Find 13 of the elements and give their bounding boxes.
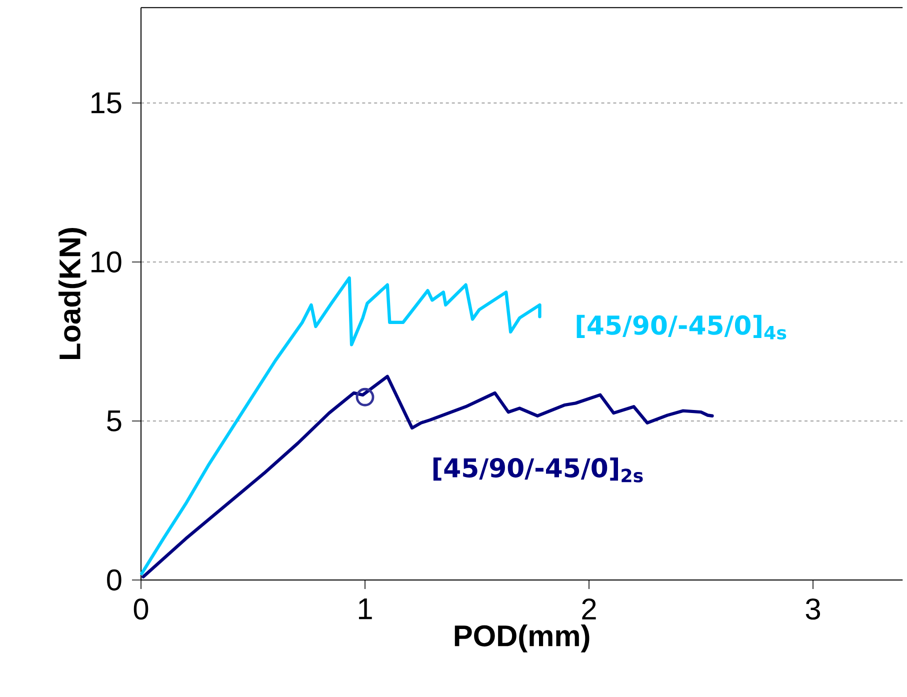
x-tick-label: 3	[806, 598, 820, 620]
x-tick-label: 2	[582, 598, 596, 620]
y-tick-label: 10	[92, 251, 122, 273]
line-series	[142, 374, 714, 578]
y-tick-label: 15	[92, 92, 122, 114]
y-axis-title: Load(KN)	[58, 228, 86, 360]
x-axis-title: POD(mm)	[454, 624, 590, 652]
x-tick-label: 1	[358, 598, 372, 620]
y-tick-label: 5	[107, 410, 122, 432]
series-label: [45/90/-45/0]$_{2s}$	[433, 458, 643, 482]
y-tick-label: 0	[107, 569, 122, 591]
series-label: [45/90/-45/0]$_{4s}$	[576, 314, 786, 340]
x-tick-label: 0	[134, 598, 148, 620]
